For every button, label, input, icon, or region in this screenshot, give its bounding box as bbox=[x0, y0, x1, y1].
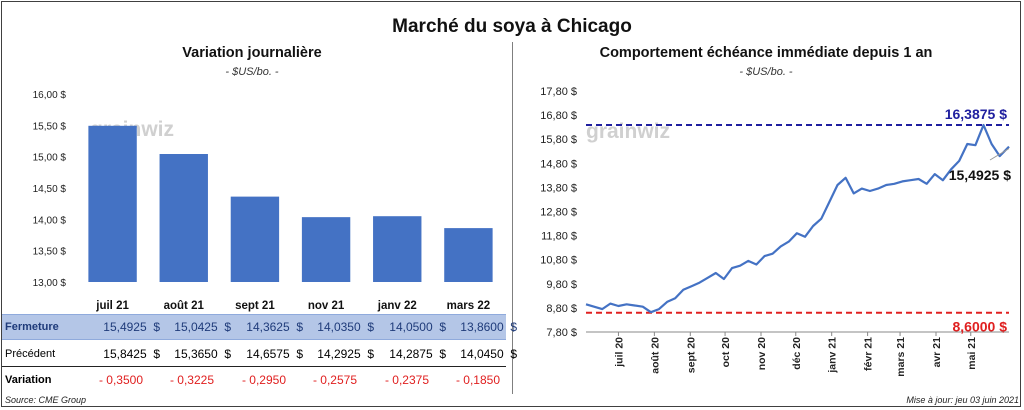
page-title: Marché du soya à Chicago bbox=[392, 16, 632, 37]
x-tick-label: nov 20 bbox=[756, 337, 768, 370]
panel-divider bbox=[512, 42, 513, 394]
y-tick-label: 13,50 $ bbox=[33, 247, 67, 258]
x-tick-group: oct 20 bbox=[720, 337, 732, 368]
x-tick-label: avr 21 bbox=[931, 337, 943, 368]
source-note: Source: CME Group bbox=[5, 395, 87, 405]
y-tick-label: 13,80 $ bbox=[540, 182, 577, 194]
y-tick-label: 7,80 $ bbox=[546, 327, 577, 339]
bar bbox=[444, 228, 493, 282]
x-tick-label: oct 20 bbox=[720, 337, 732, 368]
x-tick-label: nov 21 bbox=[308, 300, 345, 312]
bar bbox=[159, 154, 208, 282]
x-tick-group: nov 20 bbox=[756, 337, 768, 370]
table-cell: 14,6575 $ bbox=[246, 347, 303, 361]
y-tick-label: 11,80 $ bbox=[541, 231, 577, 243]
table-cell: 14,2925 $ bbox=[317, 347, 374, 361]
bar bbox=[88, 125, 137, 282]
table-cell: - 0,2375 bbox=[384, 373, 430, 387]
table-row: Fermeture 15,4925 $ 15,0425 $ 14,3625 $ 14,0… bbox=[2, 314, 517, 340]
right-chart-subtitle: Comportement échéance immédiate depuis 1… bbox=[599, 45, 933, 61]
x-tick-label: mars 21 bbox=[895, 337, 907, 377]
x-tick-label: sept 21 bbox=[235, 300, 275, 312]
high-label: 16,3875 $ bbox=[945, 106, 1007, 122]
row-label: Fermeture bbox=[5, 321, 59, 333]
x-tick-label: mai 21 bbox=[966, 337, 978, 370]
y-tick-label: 14,00 $ bbox=[33, 215, 67, 226]
x-tick-group: sept 20 bbox=[685, 337, 697, 373]
x-tick-group: mars 21 bbox=[895, 337, 907, 377]
x-tick-label: sept 20 bbox=[685, 337, 697, 373]
table-cell: 13,8600 $ bbox=[460, 320, 517, 334]
x-tick-label: mars 22 bbox=[447, 300, 490, 312]
x-tick-group: janv 21 bbox=[827, 337, 839, 374]
left-chart-unit: - $US/bo. - bbox=[225, 66, 279, 78]
left-chart-subtitle: Variation journalière bbox=[182, 45, 322, 61]
last-leader bbox=[989, 148, 1010, 161]
y-tick-label: 13,00 $ bbox=[33, 278, 67, 289]
row-label: Variation bbox=[5, 374, 52, 386]
y-tick-label: 16,80 $ bbox=[540, 110, 577, 122]
x-tick-label: févr 21 bbox=[863, 337, 875, 371]
x-tick-group: mai 21 bbox=[966, 337, 978, 370]
x-tick-label: janv 22 bbox=[377, 300, 417, 312]
x-tick-label: août 21 bbox=[164, 300, 205, 312]
row-label: Précédent bbox=[5, 348, 56, 360]
right-chart-unit: - $US/bo. - bbox=[739, 66, 793, 78]
table-cell: 14,3625 $ bbox=[246, 320, 303, 334]
bar bbox=[373, 216, 422, 282]
x-tick-label: août 20 bbox=[649, 337, 661, 374]
price-table: Fermeture 15,4925 $ 15,0425 $ 14,3625 $ 14,0… bbox=[2, 314, 517, 394]
table-cell: - 0,2575 bbox=[312, 373, 358, 387]
y-tick-label: 8,80 $ bbox=[546, 303, 577, 315]
table-row: Variation - 0,3500 - 0,3225 - 0,2950 - 0,257… bbox=[2, 368, 506, 392]
y-tick-label: 15,00 $ bbox=[33, 153, 67, 164]
low-label: 8,6000 $ bbox=[953, 319, 1008, 335]
table-cell: 14,0450 $ bbox=[460, 347, 517, 361]
price-series bbox=[585, 123, 1010, 314]
table-row: Précédent 15,8425 $ 15,3650 $ 14,6575 $ 14,2… bbox=[2, 342, 517, 367]
line-chart: 17,80 $ 16,80 $ 15,80 $ 14,80 $ 13,80 $ 12,80… bbox=[540, 86, 1011, 377]
table-cell: 15,3650 $ bbox=[174, 347, 231, 361]
x-tick-group: déc 20 bbox=[791, 337, 803, 370]
table-cell: 14,0500 $ bbox=[389, 320, 446, 334]
table-cell: - 0,3225 bbox=[169, 373, 215, 387]
table-cell: - 0,1850 bbox=[455, 373, 501, 387]
table-cell: 15,8425 $ bbox=[103, 347, 160, 361]
y-tick-label: 17,80 $ bbox=[540, 86, 577, 98]
x-tick-group: août 20 bbox=[649, 337, 661, 374]
y-tick-label: 9,80 $ bbox=[546, 279, 577, 291]
x-tick-group: févr 21 bbox=[863, 337, 875, 371]
x-tick-label: juil 21 bbox=[95, 300, 129, 312]
x-tick-label: juil 20 bbox=[613, 337, 625, 368]
table-cell: 15,0425 $ bbox=[174, 320, 231, 334]
y-tick-label: 14,80 $ bbox=[540, 158, 577, 170]
last-label: 15,4925 $ bbox=[949, 167, 1011, 183]
y-tick-label: 15,80 $ bbox=[540, 134, 577, 146]
bar-chart: 16,00 $ 15,50 $ 15,00 $ 14,50 $ 14,00 $ 13,50… bbox=[33, 90, 493, 312]
y-tick-label: 15,50 $ bbox=[33, 121, 67, 132]
y-tick-label: 16,00 $ bbox=[33, 90, 67, 101]
table-cell: 14,2875 $ bbox=[389, 347, 446, 361]
table-cell: 15,4925 $ bbox=[103, 320, 160, 334]
table-cell: 14,0350 $ bbox=[317, 320, 374, 334]
bar bbox=[301, 217, 351, 282]
x-tick-group: juil 20 bbox=[613, 337, 625, 368]
watermark: grainwiz bbox=[586, 120, 670, 143]
table-cell: - 0,2950 bbox=[241, 373, 287, 387]
y-tick-label: 12,80 $ bbox=[540, 207, 577, 219]
y-tick-label: 10,80 $ bbox=[540, 255, 577, 267]
x-tick-label: déc 20 bbox=[791, 337, 803, 370]
update-note: Mise à jour: jeu 03 juin 2021 bbox=[906, 395, 1019, 405]
bar bbox=[230, 196, 280, 282]
x-tick-label: janv 21 bbox=[827, 337, 839, 374]
table-cell: - 0,3500 bbox=[98, 373, 144, 387]
x-tick-group: avr 21 bbox=[931, 337, 943, 368]
y-tick-label: 14,50 $ bbox=[33, 184, 67, 195]
